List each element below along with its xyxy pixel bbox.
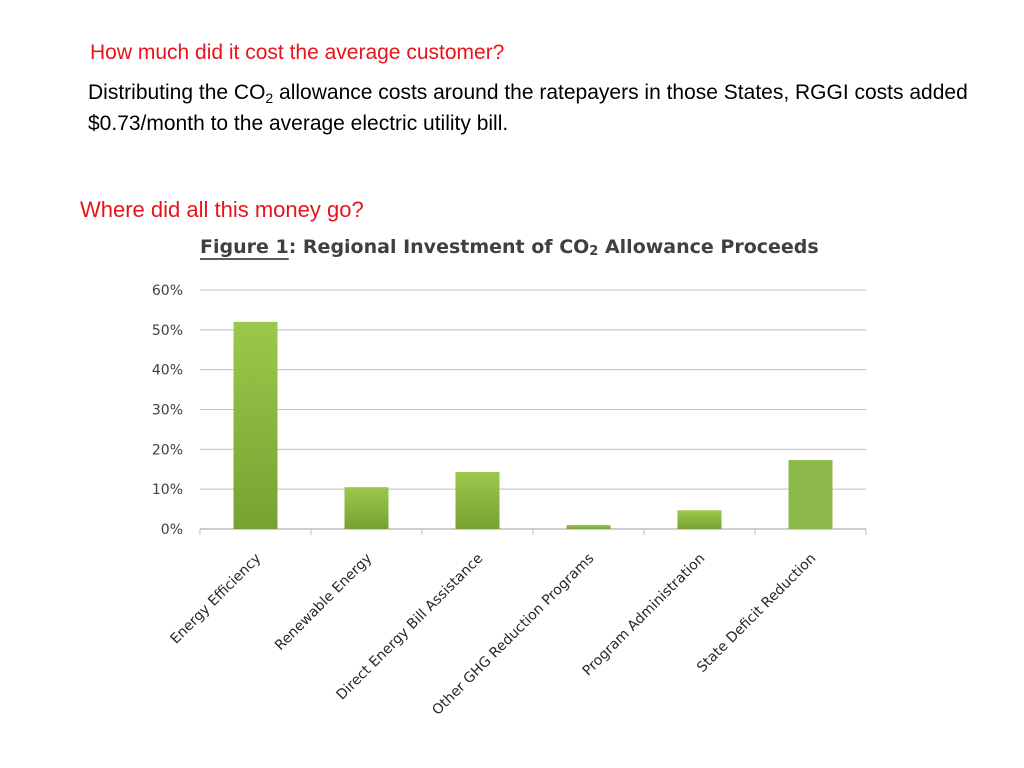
chart-title-subscript: 2	[589, 244, 598, 259]
chart-title-figure: Figure 1	[200, 236, 289, 258]
paragraph-part-1: Distributing the CO	[88, 81, 266, 104]
bar	[455, 472, 500, 529]
bar	[233, 321, 278, 529]
paragraph-part-2: allowance costs around the ratepayers in…	[88, 81, 968, 135]
bar	[677, 510, 722, 529]
y-tick-label: 30%	[152, 403, 183, 419]
category-labels: Energy Efficiency Renewable EnergyDirect …	[168, 551, 820, 719]
category-label: Program Administration	[580, 551, 709, 680]
y-tick-label: 60%	[152, 283, 183, 299]
chart-title-rest: : Regional Investment of CO	[289, 236, 590, 258]
y-tick-label: 40%	[152, 363, 183, 379]
chart-title: Figure 1: Regional Investment of CO2 All…	[200, 236, 819, 259]
bar	[566, 525, 611, 529]
y-tick-labels: 0% 10% 20% 30% 40% 50% 60%	[152, 283, 183, 538]
category-label: Energy Efficiency	[168, 551, 265, 648]
chart-title-end: Allowance Proceeds	[598, 236, 818, 258]
category-label: State Deficit Reduction	[694, 551, 819, 676]
bar	[788, 460, 833, 529]
question-money: Where did all this money go?	[80, 197, 364, 222]
bars	[233, 321, 833, 529]
y-tick-label: 10%	[152, 482, 183, 498]
explanation-paragraph: Distributing the CO2 allowance costs aro…	[88, 77, 968, 139]
category-label: Renewable Energy	[272, 551, 375, 654]
gridlines	[199, 289, 867, 535]
paragraph-subscript: 2	[265, 90, 274, 106]
question-cost: How much did it cost the average custome…	[90, 41, 505, 64]
y-tick-label: 20%	[152, 442, 183, 458]
bar	[344, 487, 389, 529]
y-tick-label: 0%	[161, 522, 183, 538]
y-tick-label: 50%	[152, 323, 183, 339]
